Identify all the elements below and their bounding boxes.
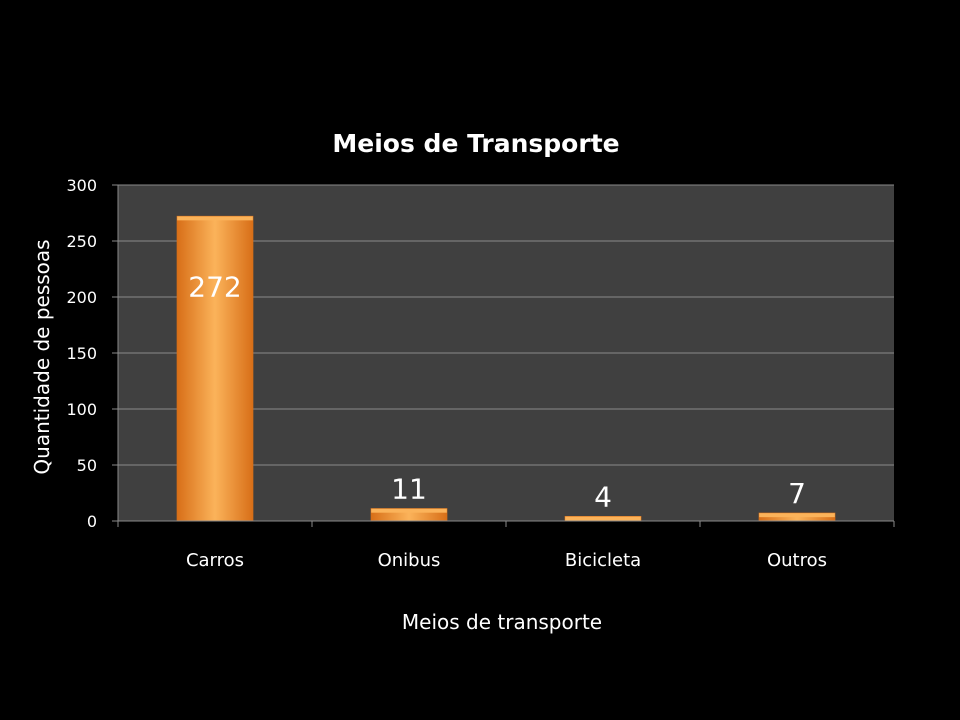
category-labels: Carros Onibus Bicicleta Outros — [186, 550, 827, 571]
bar-carros — [176, 215, 254, 522]
data-labels: 272 11 4 7 — [188, 270, 806, 513]
chart-title: Meios de Transporte — [332, 129, 619, 158]
bars — [176, 215, 836, 522]
bar-top-highlight — [177, 216, 253, 221]
y-tick-labels: 0 50 100 150 200 250 300 — [66, 176, 97, 531]
category-label: Outros — [767, 550, 827, 571]
bar-top-highlight — [371, 508, 447, 513]
data-label: 272 — [188, 270, 241, 303]
y-tick-label: 150 — [66, 344, 97, 363]
y-tick-label: 200 — [66, 288, 97, 307]
bar-top-highlight — [759, 513, 835, 518]
y-tick-label: 300 — [66, 176, 97, 195]
x-axis-title: Meios de transporte — [402, 610, 602, 634]
data-label: 11 — [391, 473, 427, 506]
y-tick-label: 250 — [66, 232, 97, 251]
y-axis-title: Quantidade de pessoas — [30, 239, 54, 474]
category-label: Carros — [186, 550, 244, 571]
y-tick-label: 100 — [66, 400, 97, 419]
data-label: 4 — [594, 481, 612, 514]
category-label: Bicicleta — [565, 550, 641, 571]
bar-top-highlight — [565, 516, 641, 521]
y-tick-label: 0 — [87, 512, 97, 531]
axes — [112, 184, 895, 527]
data-label: 7 — [788, 477, 806, 510]
category-label: Onibus — [378, 550, 441, 571]
y-tick-label: 50 — [77, 456, 97, 475]
